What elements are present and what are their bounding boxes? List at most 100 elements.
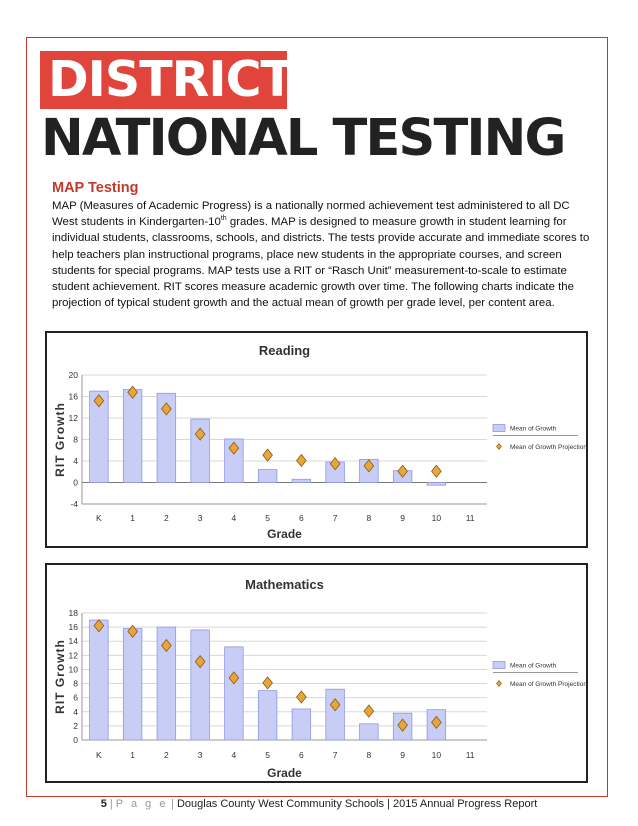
x-tick-label: 5 [265,513,270,523]
legend-label-projection: Mean of Growth Projection [510,444,586,451]
legend-swatch-marker [496,443,502,450]
chart-title: Reading [259,343,310,358]
y-tick-label: 8 [73,435,78,445]
x-tick-label: 2 [164,750,169,760]
y-tick-label: 8 [73,679,78,689]
bar-K [89,390,109,483]
projection-marker-9 [397,464,408,478]
intro-paragraph: MAP (Measures of Academic Progress) is a… [52,198,597,311]
y-tick-label: 0 [73,478,78,488]
bar-2 [156,626,177,741]
x-tick-label: 3 [198,513,203,523]
projection-marker-2 [161,402,172,416]
bar-8 [359,723,379,741]
y-tick-label: -4 [70,499,78,509]
y-tick-label: 2 [73,721,78,731]
bar-5 [257,469,278,483]
projection-marker-3 [194,427,206,441]
bar-K [89,619,109,741]
legend-label-mean: Mean of Growth [510,663,557,670]
legend-swatch-bar [492,424,506,432]
x-tick-label: 10 [432,513,442,523]
mathematics-chart: Mathematics 0 2 4 6 8 10 12 14 16 18 K 1 2 3 4 5 6 7 8 9 10 11… [45,563,588,783]
bar-6 [291,478,312,483]
x-tick-label: 11 [466,513,475,523]
projection-marker-8 [363,704,375,718]
y-axis-label: RIT Growth [53,402,67,477]
projection-marker-7 [329,457,341,471]
footer-separator-2: | [171,798,174,810]
y-tick-label: 0 [73,735,78,745]
y-tick-label: 16 [69,622,79,632]
y-tick-label: 14 [69,636,79,646]
x-tick-label: K [96,513,102,523]
x-tick-label: 1 [130,513,135,523]
projection-marker-4 [228,671,240,685]
footer-separator: | [109,798,113,810]
bar-3 [190,629,210,741]
y-tick-label: 6 [73,693,78,703]
x-tick-label: 5 [265,750,270,760]
y-tick-label: 4 [73,707,78,717]
intro-text-2: grades. MAP is designed to measure growt… [52,216,590,310]
district-heading: DISTRICT [48,51,294,108]
y-tick-label: 20 [69,370,79,380]
bar-1 [122,389,143,483]
x-tick-label: 9 [400,513,405,523]
x-tick-label: 4 [232,750,237,760]
projection-marker-1 [127,385,138,399]
reading-chart: Reading -4 0 4 8 12 16 20 K 1 2 3 4 5 6 7 8 9 10 11 Grade RIT… [45,331,588,548]
projection-marker-1 [127,624,138,638]
page-footer: 5 | P a g e | Douglas County West Commun… [0,798,638,810]
projection-marker-10 [431,464,442,478]
projection-marker-7 [329,698,341,712]
bar-10 [426,482,447,486]
projection-marker-10 [431,715,442,730]
x-tick-label: 3 [198,750,203,760]
projection-marker-5 [262,676,273,690]
y-axis-label: RIT Growth [53,639,67,714]
projection-marker-4 [228,441,240,455]
bar-4 [224,646,244,741]
district-banner: DISTRICT [40,51,294,109]
section-title: MAP Testing [52,180,139,196]
y-tick-label: 10 [69,664,79,674]
x-tick-label: 6 [299,513,304,523]
x-tick-label: 7 [333,513,338,523]
legend-label-projection: Mean of Growth Projection [510,681,586,688]
legend-swatch-marker [496,680,502,687]
projection-marker-K [93,619,105,633]
y-tick-label: 4 [73,456,78,466]
bar-6 [291,708,312,741]
intro-text-1: MAP (Measures of Academic Progress) is a… [52,200,570,229]
legend-swatch-bar [492,661,506,669]
bar-4 [224,438,244,483]
bar-7 [325,688,345,741]
x-tick-label: 11 [466,750,475,760]
x-axis-label: Grade [267,527,302,541]
projection-marker-9 [397,718,408,732]
footer-text: Douglas County West Community Schools | … [176,798,538,810]
projection-marker-2 [161,638,172,653]
x-tick-label: 2 [164,513,169,523]
x-tick-label: 6 [299,750,304,760]
page-border [26,37,608,797]
y-tick-label: 16 [69,392,79,402]
x-tick-label: 8 [367,750,372,760]
projection-marker-5 [262,448,273,462]
intro-superscript: th [220,215,227,223]
projection-marker-8 [363,459,375,473]
bar-5 [257,690,278,741]
x-axis-label: Grade [267,766,302,780]
projection-marker-K [93,394,105,408]
x-tick-label: 10 [432,750,442,760]
y-tick-label: 18 [69,608,79,618]
x-tick-label: 8 [367,513,372,523]
chart-title: Mathematics [245,577,324,592]
page-word: P a g e [115,798,168,810]
national-testing-heading: NATIONAL TESTING [41,109,566,168]
x-tick-label: 7 [333,750,338,760]
page-number: 5 [100,798,107,810]
